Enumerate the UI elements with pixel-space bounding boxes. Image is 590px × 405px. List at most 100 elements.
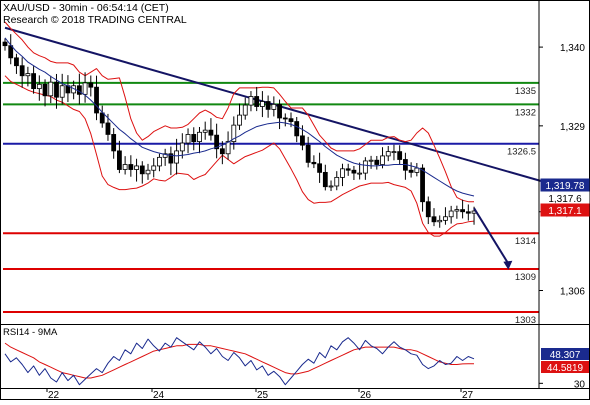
candle-body [437,219,443,223]
rsi-tag-0 [541,348,589,360]
candle-body [8,45,14,59]
candle-body [105,122,111,135]
candle-body [174,150,180,164]
research-credit: Research © 2018 TRADING CENTRAL [3,14,187,26]
candle-body [414,167,420,173]
candle-body [237,114,242,126]
rsi-y-tick-label: 30 [574,379,586,390]
candle-body [374,159,380,165]
y-tick-label: 1,306 [560,287,585,298]
candle-body [139,165,145,175]
candle-body [254,96,260,107]
candle-body [122,164,128,170]
candle-body [197,131,202,142]
projection-arrow-head [503,260,513,270]
candle-body [168,153,174,164]
candle-body [248,96,254,106]
candle-body [111,134,117,152]
candle-body [48,81,54,97]
candle-body [385,151,391,157]
trendline [4,26,549,185]
candle-body [185,134,191,144]
candle-body [128,164,134,170]
bollinger-lower-line [4,75,475,237]
candle-body [448,210,454,218]
candle-body [19,65,25,77]
price-tag-2 [540,203,590,217]
candle-body [357,172,363,175]
candle-body [42,83,48,97]
rsi-line [4,337,475,386]
candle-body [14,57,19,67]
candle-body [265,101,271,110]
candle-body [391,151,397,154]
moving-average-line [4,37,475,197]
candle-body [88,82,94,88]
candle-body [157,156,162,167]
candle-body [208,129,214,136]
rsi-ma-line [4,342,474,379]
candle-body [54,81,59,98]
candle-body [214,134,220,150]
projection-arrow-shaft [473,207,510,265]
candle-body [231,124,237,142]
level-label-1332: 1332 [515,107,536,118]
candle-body [300,135,305,146]
rsi-tag-label-1: 44.5819 [547,363,584,374]
candle-body [117,150,122,170]
candle-body [219,148,225,155]
candle-body [328,185,334,188]
candle-body [454,209,460,212]
candle-body [134,165,139,170]
price-tag-label-1: 1,317.6 [548,194,582,205]
x-tick-label: 24 [153,390,165,400]
candle-body [305,144,311,163]
candle-body [36,83,42,90]
bollinger-upper-line [4,21,474,203]
level-label-1309: 1309 [515,272,536,283]
candle-body [145,169,151,175]
candle-body [99,112,105,124]
x-tick-label: 22 [48,390,60,400]
candle-body [25,73,31,77]
candle-body [443,216,448,221]
rsi-tag-label-0: 48.307 [550,350,581,361]
candle-body [465,211,471,214]
candle-body [362,160,368,174]
candle-body [288,118,294,122]
indicator-title: RSI14 - 9MA [3,327,58,338]
candle-body [151,165,157,171]
candle-body [225,141,231,155]
candle-body [431,216,437,223]
candle-body [242,104,248,116]
candle-body [277,103,282,119]
level-label-1303: 1303 [515,315,536,326]
candle-body [59,85,65,98]
candle-body [311,161,317,165]
candle-body [294,121,300,137]
x-tick-label: 26 [360,390,372,400]
y-tick-label: 1,340 [560,43,585,54]
candle-body [94,86,99,114]
y-tick-label: 1,329 [560,122,585,133]
candle-body [202,129,208,133]
candle-body [425,201,431,218]
candle-body [460,209,466,213]
candle-body [408,169,414,173]
candle-body [162,153,168,158]
candle-body [397,151,403,160]
candle-body [351,169,357,174]
candle-body [322,171,328,188]
instrument-title: XAU/USD - 30min - 06:54:14 (CET) [3,2,169,14]
candle-body [380,155,385,165]
level-label-1314: 1314 [515,236,536,247]
x-tick-label: 25 [257,390,269,400]
level-label-1326.5: 1326.5 [507,147,536,158]
candle-body [420,167,425,203]
candle-body [317,163,323,173]
candle-body [345,168,351,171]
x-tick-label: 27 [462,390,474,400]
